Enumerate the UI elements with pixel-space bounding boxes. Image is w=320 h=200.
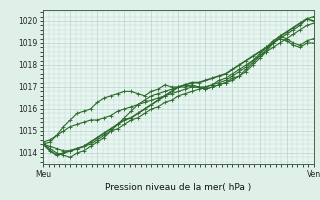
X-axis label: Pression niveau de la mer( hPa ): Pression niveau de la mer( hPa ) [105,183,252,192]
